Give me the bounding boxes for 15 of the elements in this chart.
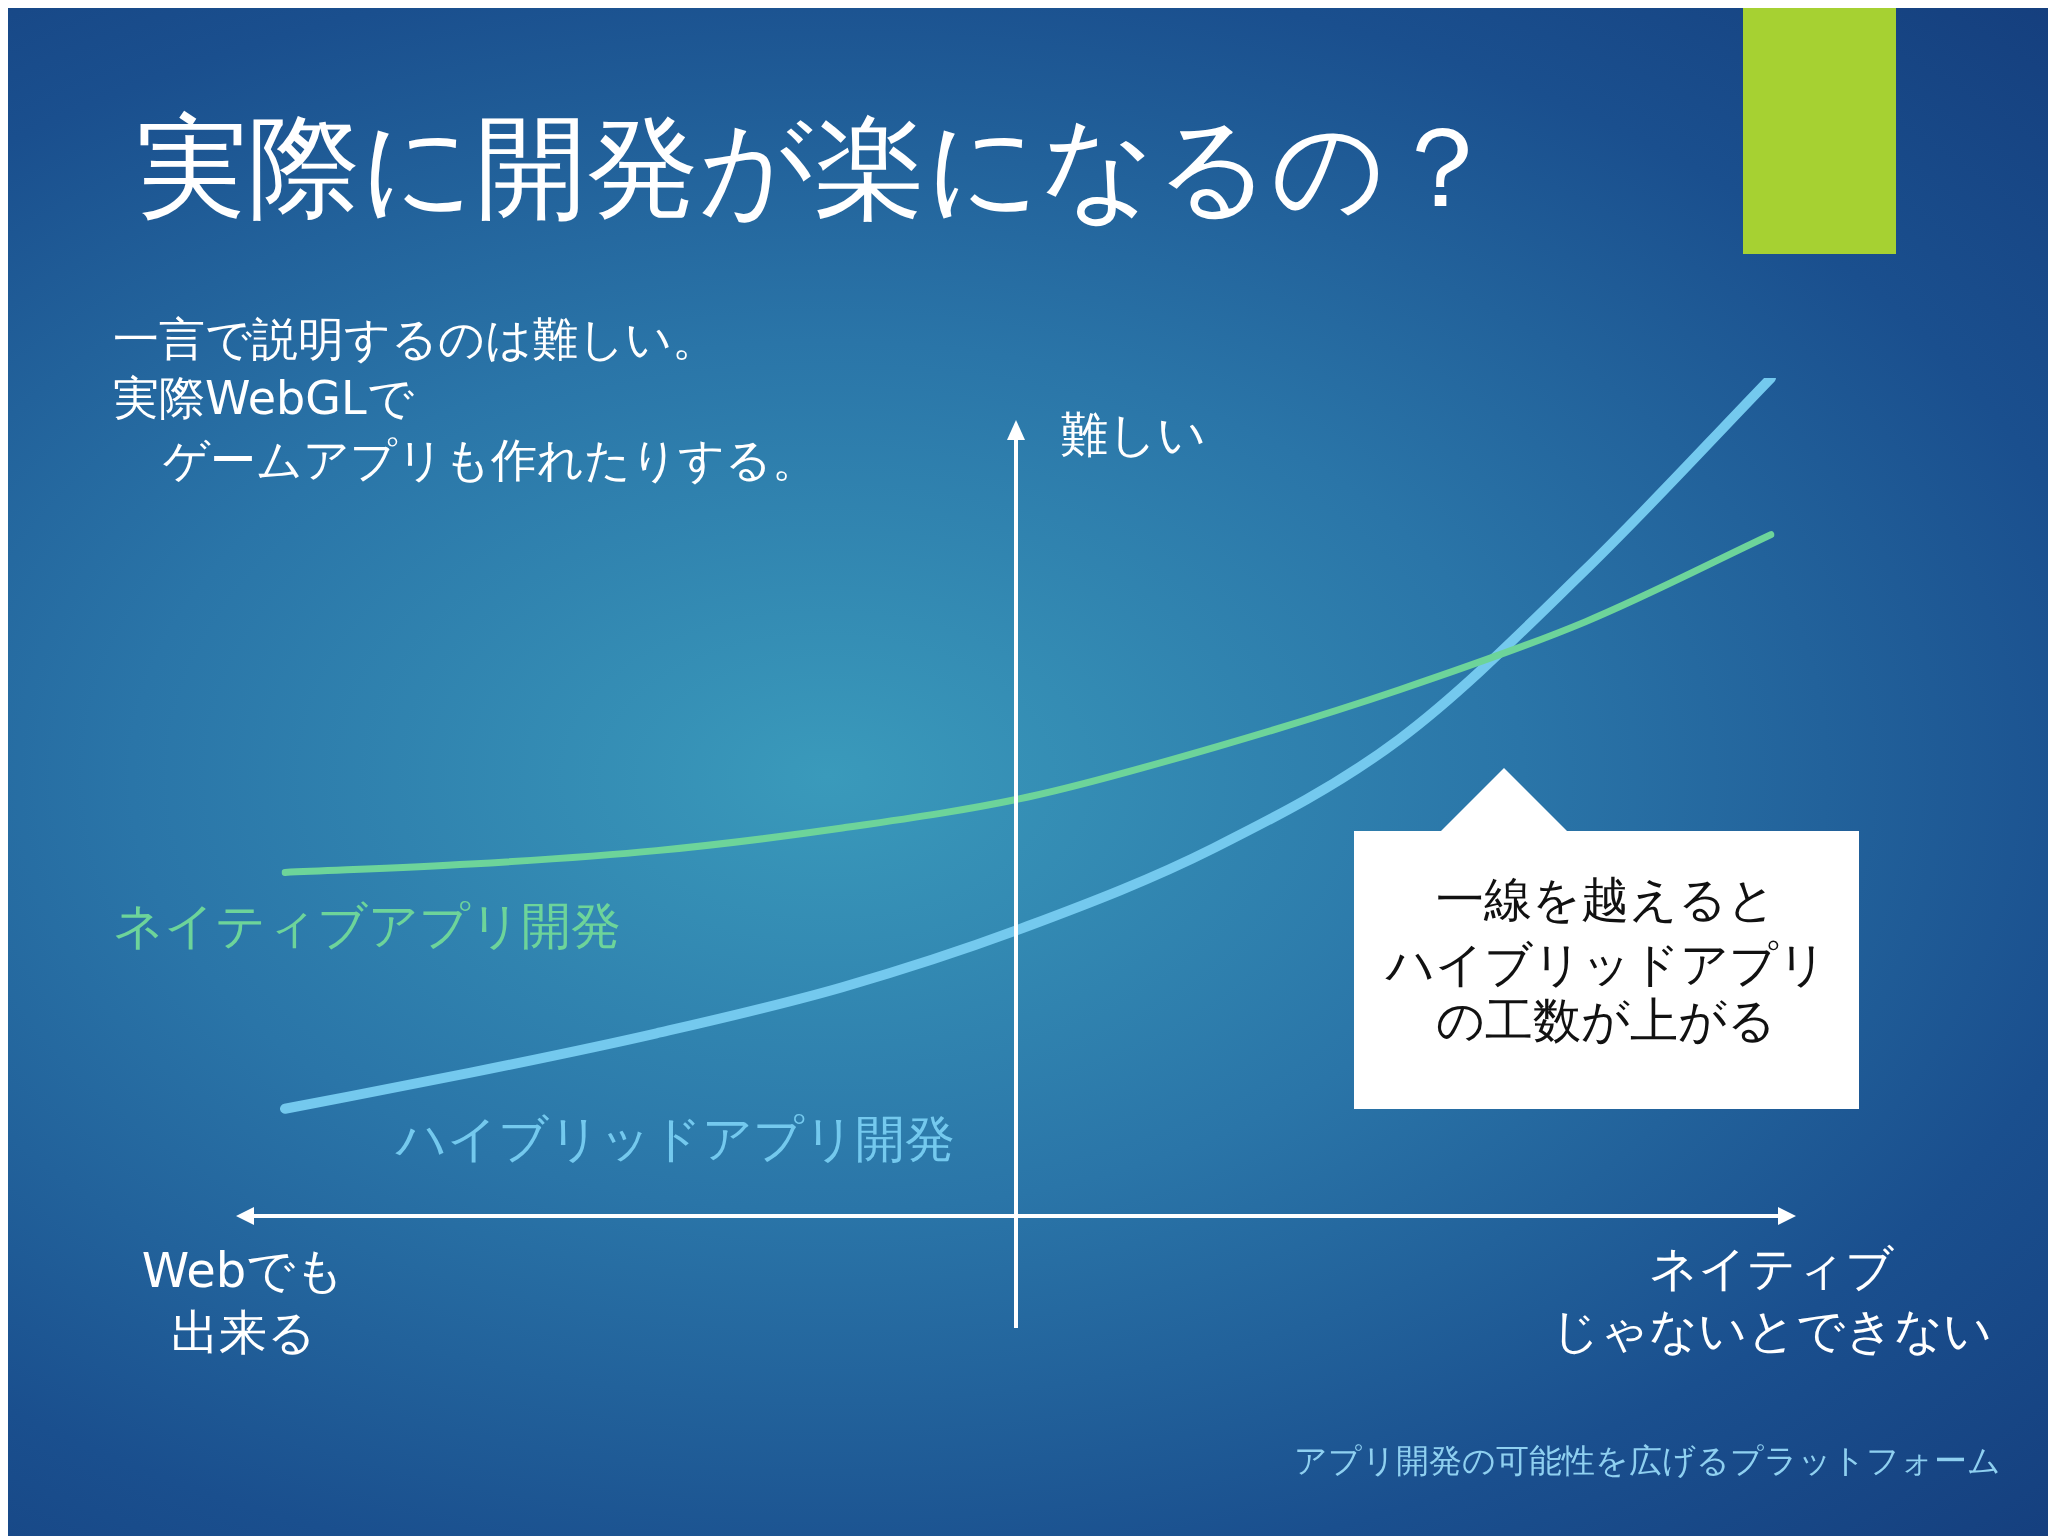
annotation: ハイブリッドアプリ	[1384, 935, 1828, 994]
annotation: の工数が上がる	[1435, 991, 1777, 1050]
text: 出来る	[169, 1303, 317, 1362]
text: アプリ開発の可能性を広げるプラットフォーム	[1294, 1440, 2002, 1482]
chart-subtitle: 一言で説明するのは難しい。	[113, 311, 718, 368]
series-label: ハイブリッドアプリ開発	[396, 1109, 956, 1170]
annotation: 実際WebGLで	[113, 370, 415, 427]
annotation: 一線を越えると	[1435, 870, 1777, 929]
series-label: ネイティブアプリ開発	[113, 896, 622, 957]
text: じゃないとできない	[1549, 1301, 1993, 1360]
y-axis-title: 難しい	[1060, 405, 1206, 464]
chart-title: 実際に開発が楽になるの？	[136, 101, 1498, 234]
annotation: ゲームアプリも作れたりする。	[163, 432, 819, 489]
text: Webでも	[140, 1241, 346, 1300]
text: ネイティブ	[1647, 1239, 1895, 1298]
